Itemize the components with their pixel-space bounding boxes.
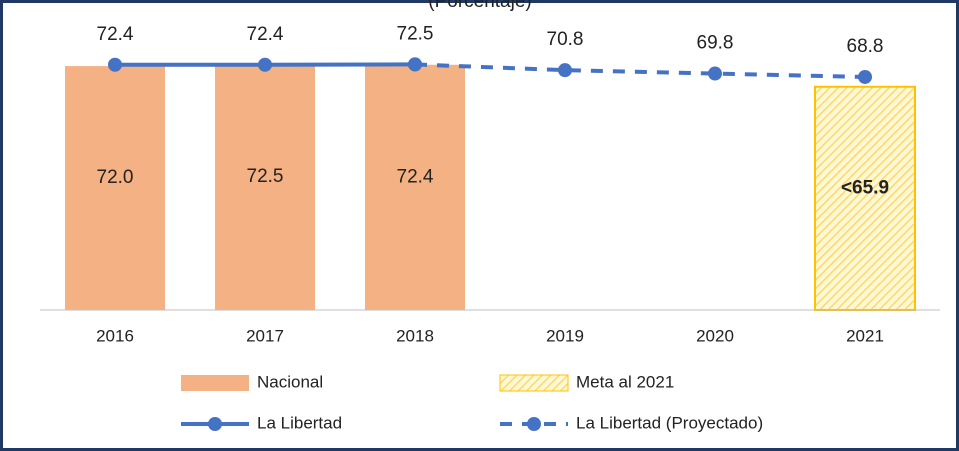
line-value-label: 70.8 (547, 29, 584, 50)
x-tick-label: 2017 (246, 326, 284, 345)
bar-value-label: 72.0 (97, 167, 134, 188)
legend-label: La Libertad (Proyectado) (576, 413, 763, 432)
bar-value-label: <65.9 (841, 177, 889, 198)
legend-swatch (181, 375, 249, 391)
line (414, 62, 866, 79)
legend-swatch-point (527, 417, 541, 431)
line-value-label: 72.4 (247, 24, 284, 45)
line-point (558, 63, 572, 78)
line-point (258, 57, 272, 72)
line-value-label: 72.5 (397, 23, 434, 44)
legend-label: Nacional (257, 372, 323, 391)
x-tick-label: 2018 (396, 326, 434, 345)
x-tick-label: 2021 (846, 326, 884, 345)
x-tick-label: 2019 (546, 326, 584, 345)
legend-label: La Libertad (257, 413, 342, 432)
legend-label: Meta al 2021 (576, 372, 674, 391)
legend-swatch-point (208, 417, 222, 431)
line-value-label: 69.8 (697, 33, 734, 54)
bar-value-label: 72.4 (397, 166, 434, 187)
bar (215, 64, 315, 310)
legend-swatch (499, 374, 569, 392)
bar (365, 64, 465, 311)
bar (814, 85, 916, 311)
line-point (858, 69, 872, 84)
bar-value-label: 72.5 (247, 166, 284, 187)
line-value-label: 72.4 (97, 24, 134, 45)
line-point (708, 66, 722, 81)
line-value-label: 68.8 (847, 36, 884, 57)
line-point (108, 57, 122, 72)
x-tick-label: 2016 (96, 326, 134, 345)
x-tick-label: 2020 (696, 326, 734, 345)
line-point (408, 57, 422, 72)
chart-subtitle: (Porcentaje) (428, 0, 532, 12)
bar (65, 66, 165, 310)
